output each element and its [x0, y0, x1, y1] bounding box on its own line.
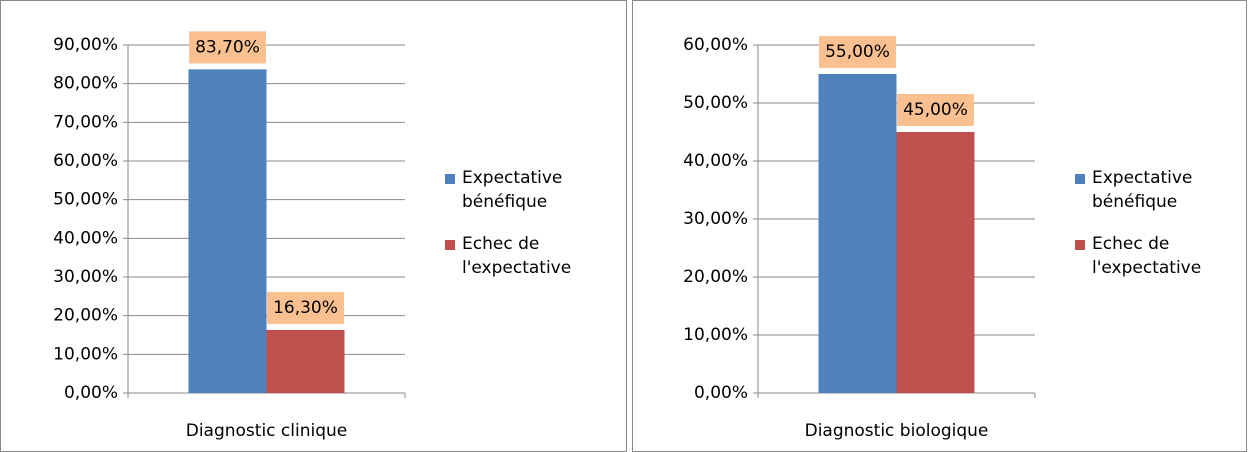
- legend: Expectative bénéfique Echec de l'expectat…: [445, 166, 595, 298]
- legend-label: Expectative bénéfique: [462, 168, 563, 212]
- y-tick-label: 20,00%: [53, 306, 118, 326]
- legend-swatch: [1075, 240, 1085, 250]
- value-label: 45,00%: [903, 100, 968, 120]
- y-tick-label: 70,00%: [53, 112, 118, 132]
- y-tick-label: 30,00%: [53, 267, 118, 287]
- y-tick-label: 60,00%: [53, 151, 118, 171]
- y-tick-label: 20,00%: [683, 267, 748, 287]
- legend-swatch: [445, 174, 455, 184]
- y-tick-label: 30,00%: [683, 209, 748, 229]
- y-tick-label: 10,00%: [53, 344, 118, 364]
- legend-label: Expectative bénéfique: [1092, 168, 1193, 212]
- value-label: 55,00%: [825, 42, 890, 62]
- y-tick-label: 0,00%: [64, 383, 118, 403]
- value-label-bg: [189, 31, 266, 64]
- x-tick-label: Diagnostic clinique: [186, 421, 348, 441]
- legend-swatch: [1075, 174, 1085, 184]
- y-tick-label: 50,00%: [683, 93, 748, 113]
- value-label: 16,30%: [273, 298, 338, 318]
- value-label-bg: [819, 36, 896, 68]
- y-tick-label: 40,00%: [53, 228, 118, 248]
- value-label-bg: [897, 94, 974, 126]
- legend: Expectative bénéfique Echec de l'expectat…: [1075, 166, 1225, 298]
- y-tick-label: 90,00%: [53, 35, 118, 55]
- legend-item: Expectative bénéfique: [1075, 166, 1225, 214]
- bar: [896, 132, 975, 393]
- y-tick-label: 40,00%: [683, 151, 748, 171]
- y-tick-label: 50,00%: [53, 190, 118, 210]
- bar: [266, 329, 345, 393]
- bar: [818, 74, 897, 393]
- bar: [188, 69, 267, 394]
- legend-item: Echec de l'expectative: [1075, 232, 1225, 280]
- y-tick-label: 80,00%: [53, 74, 118, 94]
- legend-item: Expectative bénéfique: [445, 166, 595, 214]
- y-tick-label: 60,00%: [683, 35, 748, 55]
- value-label-bg: [267, 291, 344, 324]
- y-tick-label: 0,00%: [694, 383, 748, 403]
- legend-swatch: [445, 240, 455, 250]
- legend-label: Echec de l'expectative: [462, 234, 572, 278]
- value-label: 83,70%: [195, 37, 260, 57]
- x-tick-label: Diagnostic biologique: [805, 421, 989, 441]
- legend-label: Echec de l'expectative: [1092, 234, 1202, 278]
- legend-item: Echec de l'expectative: [445, 232, 595, 280]
- y-tick-label: 10,00%: [683, 325, 748, 345]
